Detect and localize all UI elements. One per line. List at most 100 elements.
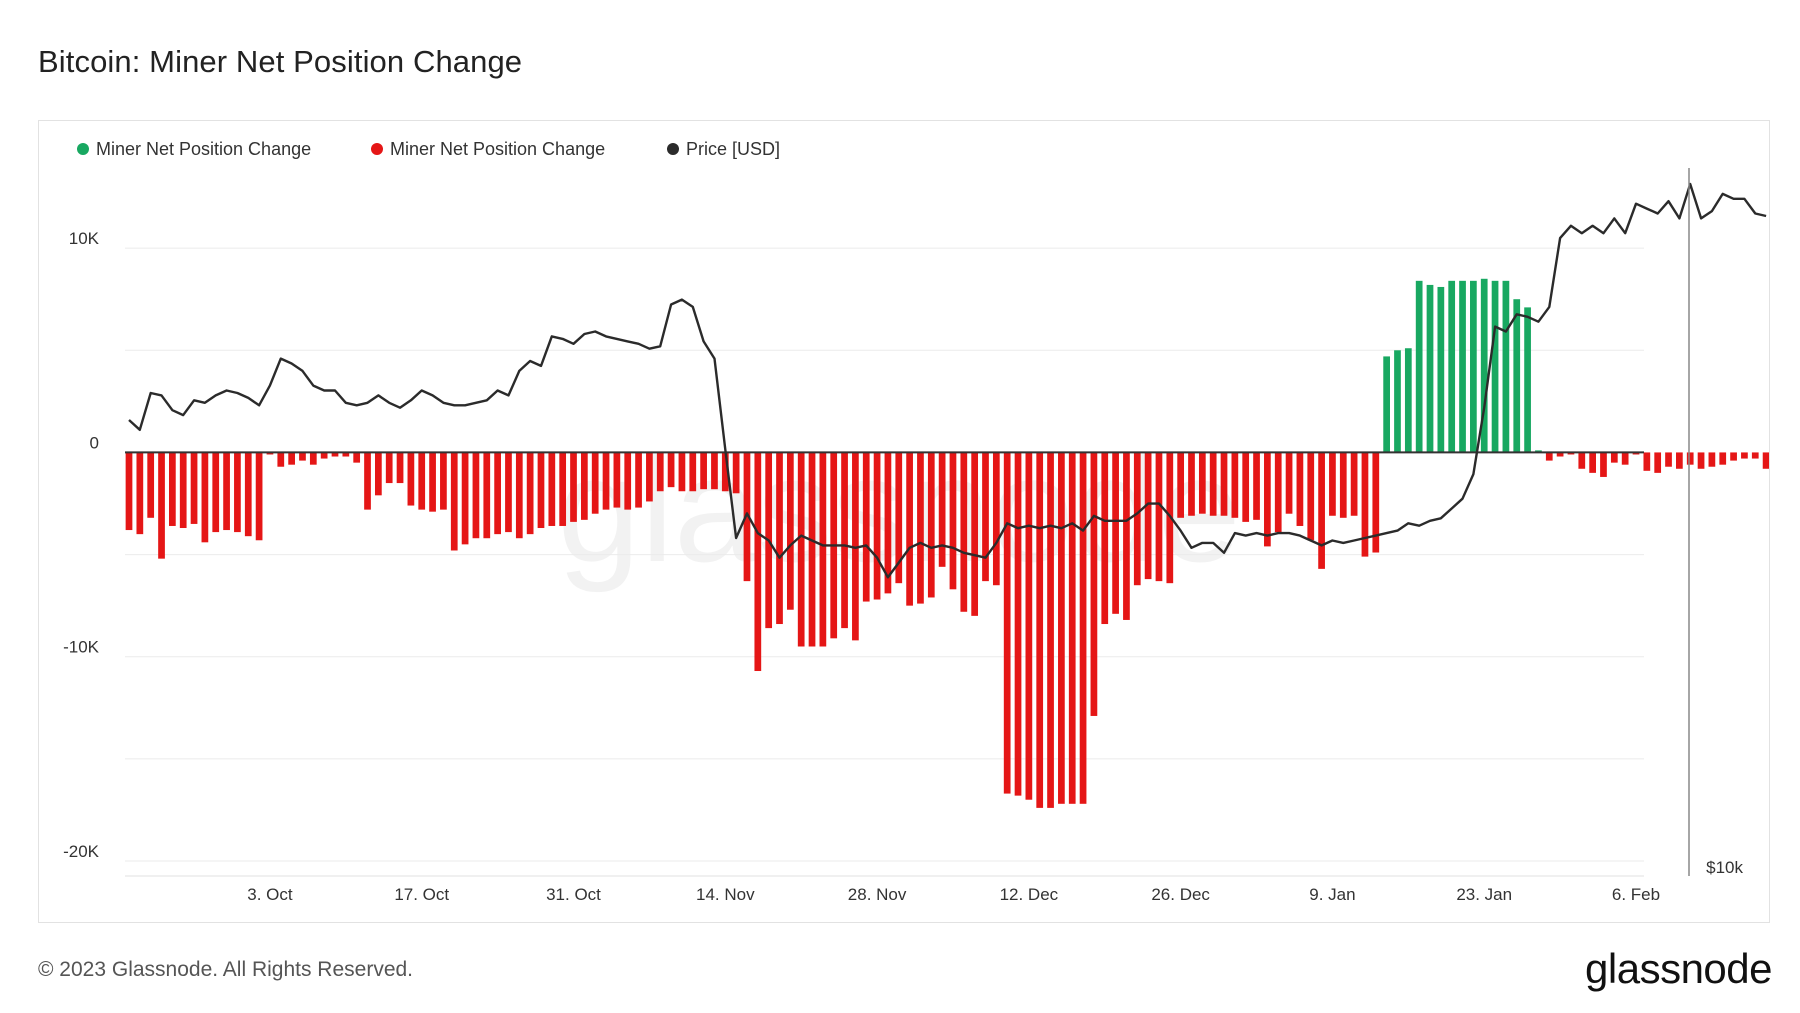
bar	[852, 452, 859, 641]
bar	[1112, 452, 1119, 614]
bar	[277, 452, 285, 467]
bar	[1307, 452, 1315, 541]
bar	[1513, 299, 1521, 453]
bar	[776, 452, 783, 625]
bar	[1491, 280, 1499, 453]
bar	[353, 452, 361, 463]
y-tick-label: -20K	[63, 842, 100, 861]
x-tick-label: 6. Feb	[1612, 885, 1660, 904]
bar	[613, 452, 621, 508]
bar	[1567, 452, 1575, 455]
bar	[1361, 452, 1369, 557]
x-tick-label: 9. Jan	[1309, 885, 1355, 904]
bar	[125, 452, 133, 531]
bar	[743, 452, 751, 582]
bar	[635, 452, 642, 508]
bar	[1090, 452, 1098, 716]
bar	[1719, 452, 1727, 465]
bar	[1350, 452, 1358, 516]
bar	[450, 452, 458, 551]
bar	[494, 452, 501, 535]
bar	[992, 452, 1000, 586]
bar	[309, 452, 317, 465]
bar	[732, 452, 740, 494]
bar	[1144, 452, 1152, 580]
bar	[396, 452, 404, 484]
bar	[1155, 452, 1163, 582]
bar	[1404, 348, 1412, 453]
legend-item[interactable]: Price [USD]	[667, 139, 780, 159]
glassnode-logo[interactable]: glassnode	[1585, 945, 1772, 992]
y-tick-label: -10K	[63, 638, 100, 657]
bar	[1372, 452, 1380, 553]
bar	[1665, 452, 1672, 467]
bars-group	[125, 278, 1769, 808]
bar	[1470, 280, 1477, 453]
bar	[1741, 452, 1748, 459]
bar	[982, 452, 989, 582]
bar	[505, 452, 512, 533]
bar	[1003, 452, 1011, 794]
bar	[461, 452, 469, 545]
legend-dot-icon	[77, 143, 89, 155]
y-tick-label: 10K	[69, 229, 100, 248]
bar	[418, 452, 426, 510]
bar	[1123, 452, 1130, 620]
bar	[862, 452, 870, 602]
x-tick-label: 26. Dec	[1151, 885, 1210, 904]
bar	[1025, 452, 1033, 800]
bar	[169, 452, 176, 526]
bar	[786, 452, 794, 610]
bar	[754, 452, 762, 672]
legend-item[interactable]: Miner Net Position Change	[77, 139, 311, 159]
bar	[1708, 452, 1716, 467]
bar	[1253, 452, 1260, 520]
bar	[1545, 452, 1553, 461]
bar	[1133, 452, 1141, 586]
bar	[1014, 452, 1022, 796]
bar	[1415, 280, 1423, 453]
bar	[234, 452, 241, 533]
bar	[1632, 452, 1640, 455]
bar	[1621, 452, 1629, 465]
x-tick-label: 17. Oct	[394, 885, 449, 904]
bar	[1220, 452, 1228, 516]
bar	[288, 452, 295, 465]
axes-group: 10K 0 -10K -20K 3. Oct 17. Oct 31. Oct 14. Nov 2…	[63, 168, 1743, 904]
bar	[1730, 452, 1737, 461]
x-tick-label: 14. Nov	[696, 885, 755, 904]
legend-item[interactable]: Miner Net Position Change	[371, 139, 605, 159]
bar	[342, 452, 350, 457]
x-tick-label: 3. Oct	[247, 885, 293, 904]
bar	[223, 452, 230, 531]
bar	[884, 452, 892, 594]
legend-dot-icon	[667, 143, 679, 155]
bar	[1589, 452, 1596, 473]
bar	[906, 452, 913, 606]
bar	[1426, 284, 1434, 453]
bar	[266, 452, 274, 455]
bar	[1274, 452, 1282, 533]
bar	[711, 452, 718, 490]
bar	[1676, 452, 1683, 469]
bar	[537, 452, 545, 529]
bar	[1058, 452, 1065, 804]
bar	[1079, 452, 1087, 804]
bar	[331, 452, 339, 457]
bar	[873, 452, 881, 600]
bar	[938, 452, 946, 567]
bar	[580, 452, 588, 520]
bar	[244, 452, 252, 537]
bar	[1188, 452, 1195, 516]
bar	[971, 452, 979, 616]
bar	[255, 452, 263, 541]
legend[interactable]: Miner Net Position Change Miner Net Posit…	[77, 139, 780, 159]
bar	[1101, 452, 1109, 625]
bar	[1437, 286, 1445, 453]
bar	[591, 452, 599, 514]
bar	[1198, 452, 1206, 514]
bar	[570, 452, 577, 522]
bar	[1556, 452, 1564, 457]
